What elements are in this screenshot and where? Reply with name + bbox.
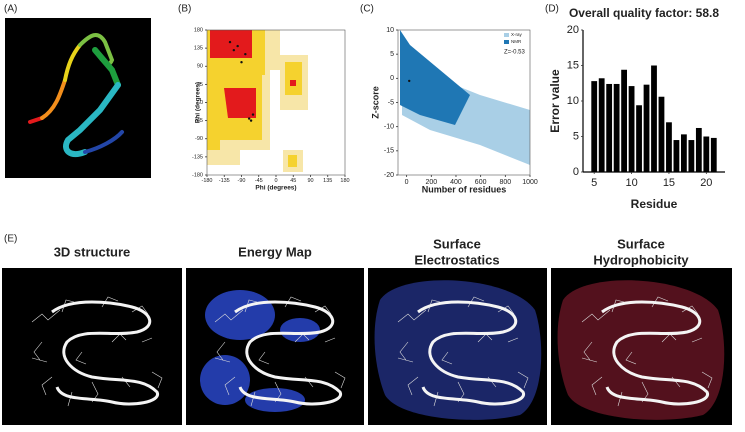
panel-label: (A) bbox=[4, 4, 17, 15]
panel-title: 3D structure bbox=[54, 244, 131, 259]
panel-label: (D) bbox=[545, 4, 559, 15]
point bbox=[251, 113, 255, 116]
y-tick-label: 5 bbox=[390, 51, 394, 58]
point bbox=[228, 40, 232, 44]
x-tick-label: 5 bbox=[591, 177, 597, 189]
y-tick-label: -20 bbox=[384, 172, 394, 179]
y-tick-label: 135 bbox=[194, 46, 203, 52]
y-tick-label: 10 bbox=[567, 95, 579, 107]
x-tick-label: -90 bbox=[238, 178, 246, 184]
bar bbox=[680, 134, 687, 172]
x-tick-label: 20 bbox=[700, 177, 712, 189]
bar bbox=[621, 69, 628, 172]
ribbon bbox=[28, 33, 124, 158]
y-tick-label: 90 bbox=[197, 64, 203, 70]
x-tick-label: -135 bbox=[219, 178, 230, 184]
bar bbox=[703, 136, 710, 172]
bar bbox=[673, 140, 680, 172]
x-tick-label: 135 bbox=[323, 178, 332, 184]
bar bbox=[636, 105, 642, 172]
chart-title: Overall quality factor: 58.8 bbox=[569, 6, 719, 20]
x-tick-label: -180 bbox=[201, 178, 212, 184]
y-tick-label: 0 bbox=[573, 166, 579, 178]
x-tick-label: 90 bbox=[307, 178, 313, 184]
bar bbox=[651, 65, 657, 172]
y-tick-label: 0 bbox=[390, 75, 394, 82]
bar bbox=[613, 83, 620, 172]
bar bbox=[666, 122, 672, 172]
panel-title: Electrostatics bbox=[414, 252, 499, 267]
y-tick-label: 20 bbox=[567, 24, 579, 36]
x-tick-label: 10 bbox=[625, 177, 637, 189]
point bbox=[240, 61, 243, 64]
y-tick-label: 180 bbox=[194, 27, 203, 33]
y-tick-label: -15 bbox=[384, 148, 394, 155]
point bbox=[236, 44, 239, 48]
x-tick-label: 15 bbox=[663, 177, 675, 189]
x-axis-label: Residue bbox=[631, 197, 678, 211]
x-axis-label: Phi (degrees) bbox=[255, 185, 296, 192]
x-axis-label: Number of residues bbox=[422, 184, 507, 194]
bar bbox=[710, 137, 717, 172]
y-tick-label: 5 bbox=[573, 130, 579, 142]
panel-title: Hydrophobicity bbox=[593, 252, 689, 267]
bar bbox=[658, 96, 665, 172]
point bbox=[232, 48, 236, 52]
x-tick-label: 0 bbox=[274, 178, 277, 184]
panel-title: Energy Map bbox=[238, 244, 312, 259]
point bbox=[244, 52, 247, 56]
x-tick-label: 45 bbox=[290, 178, 296, 184]
bar bbox=[643, 84, 650, 172]
bar bbox=[606, 83, 613, 172]
y-tick-label: 0 bbox=[200, 100, 203, 106]
point bbox=[408, 79, 411, 83]
bar bbox=[628, 86, 635, 172]
x-tick-label: 800 bbox=[499, 179, 511, 186]
panel-label: (B) bbox=[178, 4, 191, 15]
zscore-clouds bbox=[397, 29, 531, 176]
x-tick-label: -45 bbox=[255, 178, 263, 184]
x-tick-label: 0 bbox=[405, 179, 409, 186]
y-tick-label: -135 bbox=[192, 154, 203, 160]
legend-label: NMR bbox=[511, 39, 522, 44]
x-tick-label: 1000 bbox=[522, 179, 538, 186]
x-tick-label: 200 bbox=[425, 179, 437, 186]
y-tick-label: -10 bbox=[384, 124, 394, 131]
panel-title: Surface bbox=[433, 236, 481, 251]
panel-label: (C) bbox=[360, 4, 374, 15]
y-tick-label: -90 bbox=[195, 136, 203, 142]
y-tick-label: 10 bbox=[386, 27, 394, 34]
bar bbox=[591, 81, 598, 172]
x-tick-label: 600 bbox=[475, 179, 487, 186]
ramachandran-regions bbox=[206, 29, 346, 176]
annotation: Z=-0.53 bbox=[504, 50, 526, 56]
legend-label: X-ray bbox=[511, 32, 523, 37]
legend-swatch bbox=[504, 33, 509, 37]
y-tick-label: 45 bbox=[197, 82, 203, 88]
bar bbox=[695, 127, 702, 172]
x-tick-label: 400 bbox=[450, 179, 462, 186]
bar bbox=[598, 78, 605, 172]
panel-title: Surface bbox=[617, 236, 665, 251]
panel-e-images bbox=[2, 268, 732, 425]
panel-label: (E) bbox=[4, 234, 17, 245]
y-tick-label: -45 bbox=[195, 118, 203, 124]
point bbox=[249, 119, 253, 122]
y-tick-label: -180 bbox=[192, 172, 203, 178]
x-tick-label: 180 bbox=[340, 178, 349, 184]
legend-swatch bbox=[504, 40, 509, 44]
y-tick-label: -5 bbox=[388, 99, 394, 106]
bar bbox=[688, 140, 695, 172]
y-axis-label: Phi (degrees) bbox=[195, 82, 202, 123]
y-axis-label: Error value bbox=[548, 69, 562, 133]
y-axis-label: Z-score bbox=[370, 86, 380, 119]
point bbox=[247, 117, 251, 120]
y-tick-label: 15 bbox=[567, 59, 579, 71]
